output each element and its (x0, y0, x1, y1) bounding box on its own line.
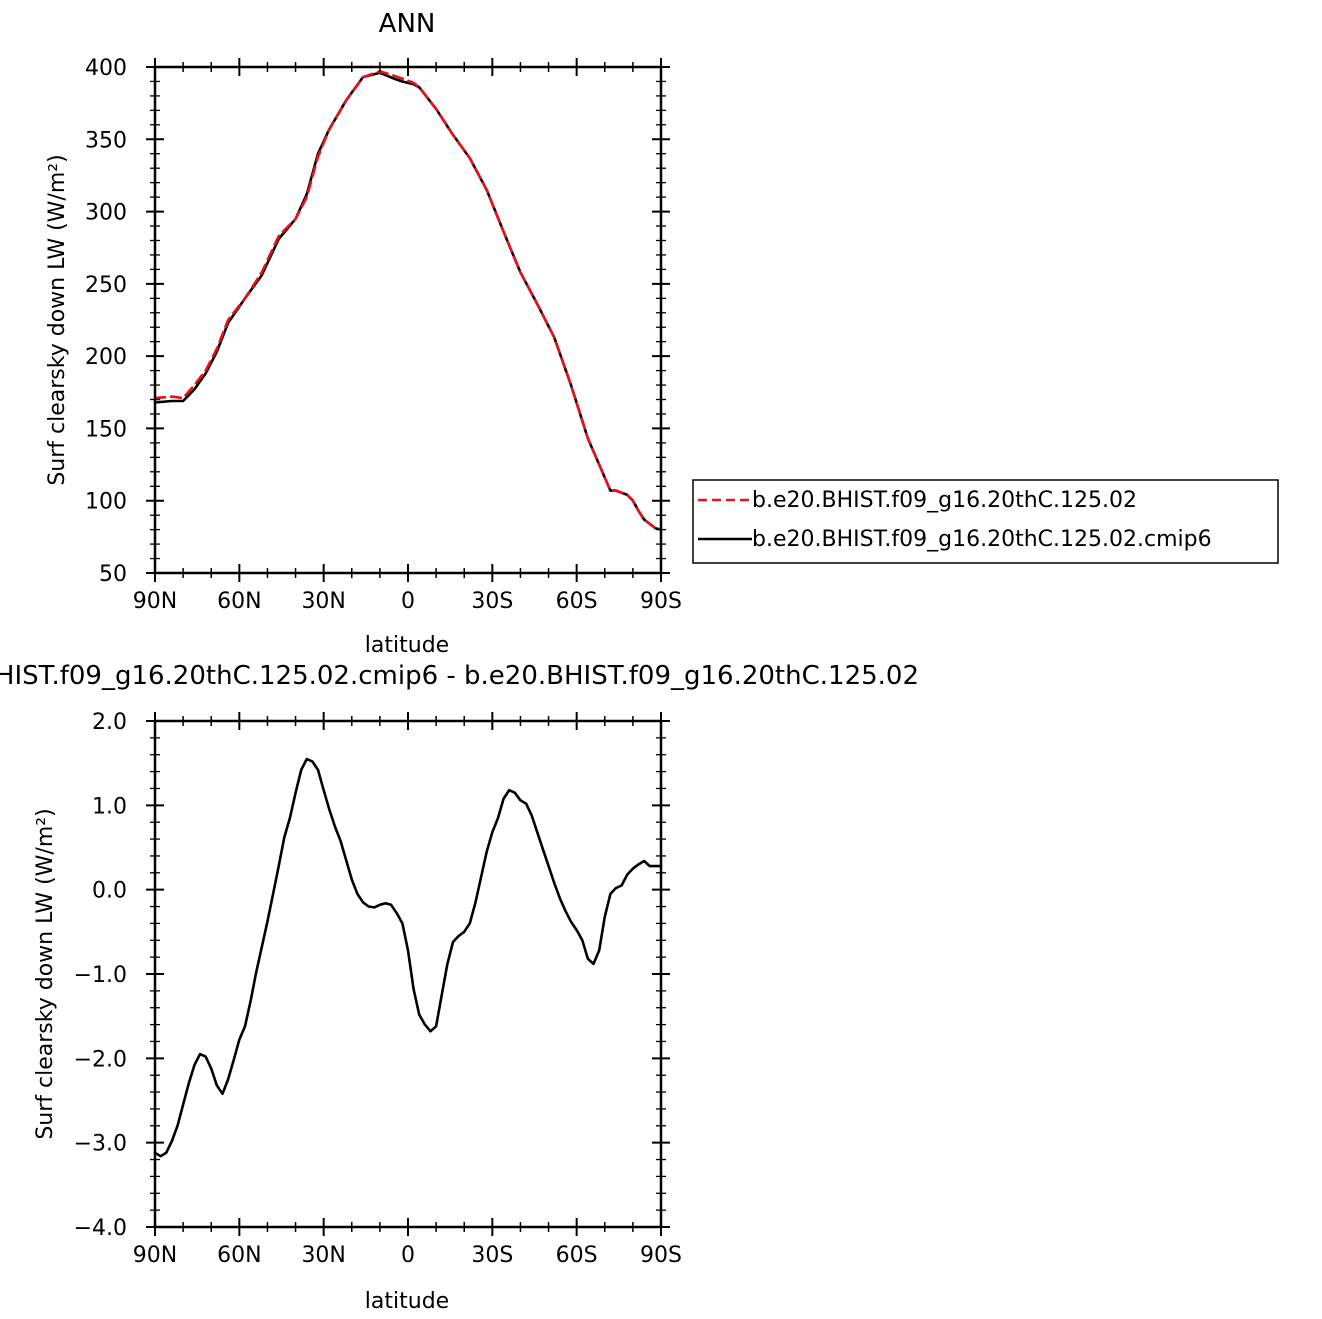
top-series-line-1 (153, 70, 663, 531)
bottom-xtick-label: 90S (640, 1243, 682, 1268)
legend-label-series-1: b.e20.BHIST.f09_g16.20thC.125.02 (752, 488, 1137, 513)
bottom-panel-series-group (153, 757, 663, 1158)
bottom-ytick-label: 0.0 (92, 879, 127, 904)
top-xtick-label: 90S (640, 589, 682, 614)
bottom-xtick-label: 60N (217, 1243, 261, 1268)
top-xtick-label: 90N (133, 589, 177, 614)
bottom-xtick-label: 90N (133, 1243, 177, 1268)
top-panel: ANN 90N 60N 30N 0 30S 60S 90S 50 100 150 200 250 300… (45, 9, 682, 658)
bottom-panel-ylabel: Surf clearsky down LW (W/m²) (33, 808, 58, 1139)
top-ytick-label: 200 (85, 345, 127, 370)
top-xtick-label: 60N (217, 589, 261, 614)
bottom-ytick-label: −3.0 (74, 1132, 127, 1157)
bottom-panel-xlabel: latitude (365, 1289, 449, 1314)
bottom-panel-title: b.e20.BHIST.f09_g16.20thC.125.02.cmip6 -… (0, 661, 919, 691)
top-ytick-label: 250 (85, 273, 127, 298)
bottom-panel-frame (153, 719, 663, 1229)
bottom-xtick-label: 60S (556, 1243, 598, 1268)
bottom-ytick-label: 2.0 (92, 710, 127, 735)
bottom-ytick-label: −2.0 (74, 1047, 127, 1072)
legend-box (692, 479, 1279, 564)
top-xtick-label: 30N (301, 589, 345, 614)
bottom-ytick-label: −4.0 (74, 1216, 127, 1241)
bottom-ytick-label: −1.0 (74, 963, 127, 988)
legend: b.e20.BHIST.f09_g16.20thC.125.02 b.e20.B… (692, 479, 1279, 564)
top-panel-title: ANN (379, 9, 436, 39)
top-series-line-2 (153, 71, 663, 531)
top-ytick-label: 100 (85, 490, 127, 515)
top-ytick-label: 50 (99, 562, 127, 587)
bottom-xtick-label: 0 (401, 1243, 415, 1268)
top-ytick-label: 300 (85, 201, 127, 226)
legend-label-series-2: b.e20.BHIST.f09_g16.20thC.125.02.cmip6 (752, 527, 1212, 552)
top-xtick-label: 30S (471, 589, 513, 614)
bottom-xtick-label: 30S (471, 1243, 513, 1268)
bottom-ytick-label: 1.0 (92, 794, 127, 819)
top-ytick-label: 350 (85, 128, 127, 153)
top-xtick-label: 60S (556, 589, 598, 614)
top-panel-series-group (153, 70, 663, 531)
top-ytick-label: 150 (85, 417, 127, 442)
top-panel-ylabel: Surf clearsky down LW (W/m²) (45, 154, 70, 485)
bottom-panel: b.e20.BHIST.f09_g16.20thC.125.02.cmip6 -… (0, 661, 919, 1314)
top-xtick-label: 0 (401, 589, 415, 614)
top-panel-xlabel: latitude (365, 633, 449, 658)
top-ytick-label: 400 (85, 56, 127, 81)
bottom-xtick-label: 30N (301, 1243, 345, 1268)
bottom-series-line-1 (153, 757, 663, 1158)
